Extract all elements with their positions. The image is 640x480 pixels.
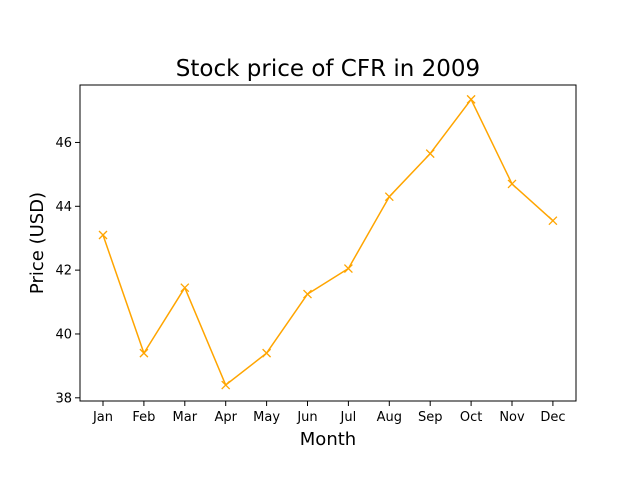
y-tick-label: 44 (55, 200, 72, 215)
series-layer (98, 94, 558, 390)
x-tick-label: Apr (214, 410, 237, 425)
data-point-marker (221, 380, 231, 390)
x-tick-label: May (253, 410, 280, 425)
x-tick-label: Aug (377, 410, 402, 425)
data-point-marker (425, 149, 435, 159)
x-tick-label: Feb (132, 410, 155, 425)
y-tick-label: 40 (55, 327, 72, 342)
x-tick-label: Dec (540, 410, 565, 425)
y-tick-label: 46 (55, 136, 72, 151)
data-point-marker (384, 192, 394, 202)
series-line (102, 98, 554, 386)
x-tick-label: Jun (296, 410, 317, 425)
data-point-marker (507, 179, 517, 189)
data-point-marker (466, 94, 476, 104)
chart-title: Stock price of CFR in 2009 (176, 56, 480, 82)
data-point-marker (548, 216, 558, 226)
y-tick-label: 38 (55, 391, 72, 406)
data-point-marker (343, 264, 353, 273)
data-point-marker (139, 348, 149, 358)
data-point-marker (180, 283, 190, 293)
x-tick-label: Jan (92, 410, 113, 425)
y-axis: 38 40 42 44 46 (55, 136, 80, 406)
data-point-marker (262, 348, 272, 358)
x-tick-label: Jul (340, 410, 357, 425)
x-axis: Jan Feb Mar Apr May Jun Jul Aug Sep Oct Nov Dec (92, 401, 565, 425)
y-tick-label: 42 (55, 264, 72, 279)
x-tick-label: Sep (418, 410, 443, 425)
data-point-marker (303, 289, 312, 299)
x-tick-label: Nov (499, 410, 525, 425)
x-axis-label: Month (300, 429, 356, 450)
x-tick-label: Mar (173, 410, 198, 425)
plot-area-frame (79, 84, 577, 402)
y-axis-label: Price (USD) (27, 192, 48, 294)
data-point-marker (98, 230, 108, 240)
x-tick-label: Oct (460, 410, 482, 425)
